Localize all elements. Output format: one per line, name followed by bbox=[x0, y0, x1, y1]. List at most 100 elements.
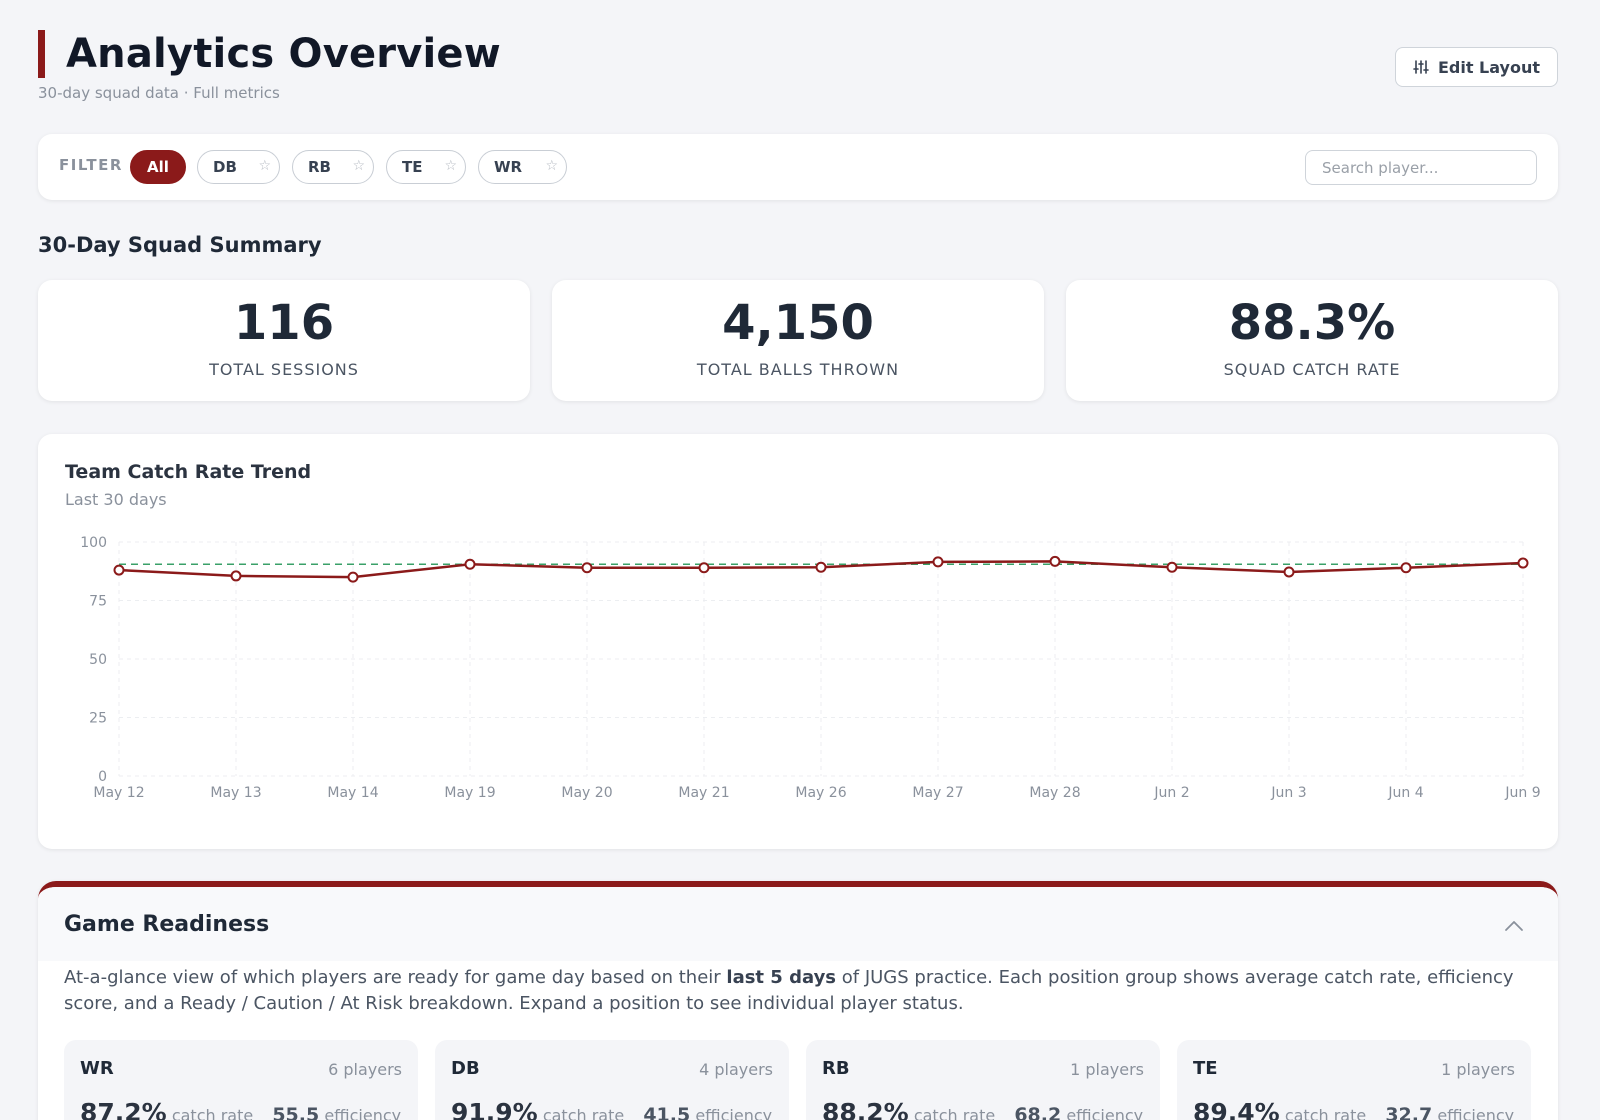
stat-card-balls-thrown: 4,150 TOTAL BALLS THROWN bbox=[552, 280, 1044, 401]
x-tick-label: May 26 bbox=[795, 785, 846, 801]
chip-label: WR bbox=[494, 158, 523, 176]
efficiency-unit: efficiency bbox=[1437, 1106, 1515, 1120]
position-card-wr[interactable]: WR 6 players 87.2% catch rate 55.5 effic… bbox=[64, 1040, 418, 1120]
x-tick-label: May 21 bbox=[678, 785, 729, 801]
stat-value: 88.3% bbox=[1228, 295, 1396, 351]
data-point bbox=[230, 570, 242, 582]
efficiency-unit: efficiency bbox=[324, 1106, 402, 1120]
star-outline-icon[interactable]: ☆ bbox=[545, 158, 558, 174]
catch-rate-unit: catch rate bbox=[1284, 1106, 1367, 1120]
filter-bar: FILTER All DB ☆ RB ☆ TE ☆ WR ☆ bbox=[38, 134, 1558, 200]
x-tick-label: Jun 3 bbox=[1270, 785, 1306, 801]
position-name: WR bbox=[80, 1058, 114, 1079]
position-name: RB bbox=[822, 1058, 850, 1079]
filter-chip-rb[interactable]: RB ☆ bbox=[292, 150, 374, 184]
desc-text: of JUGS practice. Each position group sh… bbox=[64, 967, 1514, 1014]
filter-chip-all[interactable]: All bbox=[130, 150, 186, 184]
position-card-db[interactable]: DB 4 players 91.9% catch rate 41.5 effic… bbox=[435, 1040, 789, 1120]
edit-layout-button[interactable]: Edit Layout bbox=[1395, 47, 1558, 87]
data-point bbox=[581, 562, 593, 574]
chevron-up-icon bbox=[1505, 921, 1523, 931]
x-tick-label: May 14 bbox=[327, 785, 378, 801]
position-metrics: 87.2% catch rate 55.5 efficiency bbox=[80, 1098, 401, 1120]
position-card-rb[interactable]: RB 1 players 88.2% catch rate 68.2 effic… bbox=[806, 1040, 1160, 1120]
x-tick-label: Jun 4 bbox=[1387, 785, 1423, 801]
player-count: 4 players bbox=[699, 1060, 773, 1079]
player-count: 6 players bbox=[328, 1060, 402, 1079]
stat-label: SQUAD CATCH RATE bbox=[1223, 360, 1401, 379]
data-point bbox=[815, 561, 827, 573]
desc-text: At-a-glance view of which players are re… bbox=[64, 967, 727, 988]
stat-value: 116 bbox=[233, 295, 335, 351]
chip-label: DB bbox=[213, 158, 237, 176]
readiness-description: At-a-glance view of which players are re… bbox=[64, 965, 1534, 1017]
game-readiness-panel: Game Readiness At-a-glance view of which… bbox=[38, 881, 1558, 1120]
efficiency-value: 32.7 bbox=[1385, 1104, 1433, 1120]
star-outline-icon[interactable]: ☆ bbox=[258, 158, 271, 174]
page-title: Analytics Overview bbox=[66, 31, 501, 77]
efficiency-unit: efficiency bbox=[1066, 1106, 1144, 1120]
x-tick-label: May 27 bbox=[912, 785, 963, 801]
chart-title: Team Catch Rate Trend bbox=[65, 461, 312, 483]
stat-label: TOTAL SESSIONS bbox=[209, 360, 359, 379]
x-tick-label: May 19 bbox=[444, 785, 495, 801]
x-tick-label: May 12 bbox=[93, 785, 144, 801]
catch-rate-value: 88.2% bbox=[822, 1098, 909, 1120]
x-tick-label: Jun 9 bbox=[1504, 785, 1540, 801]
position-name: TE bbox=[1193, 1058, 1218, 1079]
data-point bbox=[1400, 562, 1412, 574]
position-card-te[interactable]: TE 1 players 89.4% catch rate 32.7 effic… bbox=[1177, 1040, 1531, 1120]
desc-emphasis: last 5 days bbox=[726, 967, 837, 988]
trend-chart-card: 0 25 50 75 100 May 12 May 13 May 14 May 19 May 20… bbox=[38, 434, 1558, 849]
chip-label: All bbox=[147, 158, 169, 176]
player-count: 1 players bbox=[1070, 1060, 1144, 1079]
y-tick-label: 100 bbox=[80, 535, 107, 551]
catch-rate-value: 89.4% bbox=[1193, 1098, 1280, 1120]
x-tick-label: May 13 bbox=[210, 785, 261, 801]
chart-subtitle: Last 30 days bbox=[65, 490, 167, 509]
catch-rate-value: 87.2% bbox=[80, 1098, 167, 1120]
catch-rate-line-chart: 0 25 50 75 100 May 12 May 13 May 14 May 19 May 20… bbox=[80, 535, 1540, 801]
player-count: 1 players bbox=[1441, 1060, 1515, 1079]
efficiency-value: 68.2 bbox=[1014, 1104, 1062, 1120]
data-point bbox=[1283, 566, 1295, 578]
star-outline-icon[interactable]: ☆ bbox=[352, 158, 365, 174]
data-point bbox=[464, 558, 476, 570]
y-tick-label: 50 bbox=[89, 652, 107, 668]
efficiency-unit: efficiency bbox=[695, 1106, 773, 1120]
y-tick-label: 0 bbox=[98, 769, 107, 785]
catch-rate-unit: catch rate bbox=[913, 1106, 996, 1120]
player-search-input[interactable] bbox=[1305, 150, 1537, 185]
edit-layout-label: Edit Layout bbox=[1437, 57, 1541, 77]
x-tick-label: May 20 bbox=[561, 785, 612, 801]
catch-rate-unit: catch rate bbox=[542, 1106, 625, 1120]
chip-label: TE bbox=[402, 158, 423, 176]
catch-rate-unit: catch rate bbox=[171, 1106, 254, 1120]
stat-label: TOTAL BALLS THROWN bbox=[696, 360, 900, 379]
filter-chip-db[interactable]: DB ☆ bbox=[197, 150, 280, 184]
y-tick-label: 75 bbox=[89, 594, 107, 610]
star-outline-icon[interactable]: ☆ bbox=[444, 158, 457, 174]
position-metrics: 89.4% catch rate 32.7 efficiency bbox=[1193, 1098, 1514, 1120]
summary-title: 30-Day Squad Summary bbox=[38, 233, 322, 257]
stat-card-catch-rate: 88.3% SQUAD CATCH RATE bbox=[1066, 280, 1558, 401]
data-point bbox=[113, 564, 125, 576]
efficiency-value: 41.5 bbox=[643, 1104, 691, 1120]
filter-label: FILTER bbox=[59, 156, 123, 174]
position-name: DB bbox=[451, 1058, 480, 1079]
readiness-header[interactable]: Game Readiness bbox=[38, 887, 1558, 961]
collapse-button[interactable] bbox=[1504, 917, 1524, 936]
data-point bbox=[1049, 555, 1061, 567]
sliders-icon bbox=[1413, 60, 1429, 74]
position-metrics: 91.9% catch rate 41.5 efficiency bbox=[451, 1098, 772, 1120]
data-point bbox=[698, 562, 710, 574]
filter-chip-te[interactable]: TE ☆ bbox=[386, 150, 466, 184]
efficiency-value: 55.5 bbox=[272, 1104, 320, 1120]
catch-rate-value: 91.9% bbox=[451, 1098, 538, 1120]
data-point bbox=[932, 556, 944, 568]
stat-card-sessions: 116 TOTAL SESSIONS bbox=[38, 280, 530, 401]
chip-label: RB bbox=[308, 158, 331, 176]
y-tick-label: 25 bbox=[89, 711, 107, 727]
filter-chip-wr[interactable]: WR ☆ bbox=[478, 150, 567, 184]
position-metrics: 88.2% catch rate 68.2 efficiency bbox=[822, 1098, 1143, 1120]
